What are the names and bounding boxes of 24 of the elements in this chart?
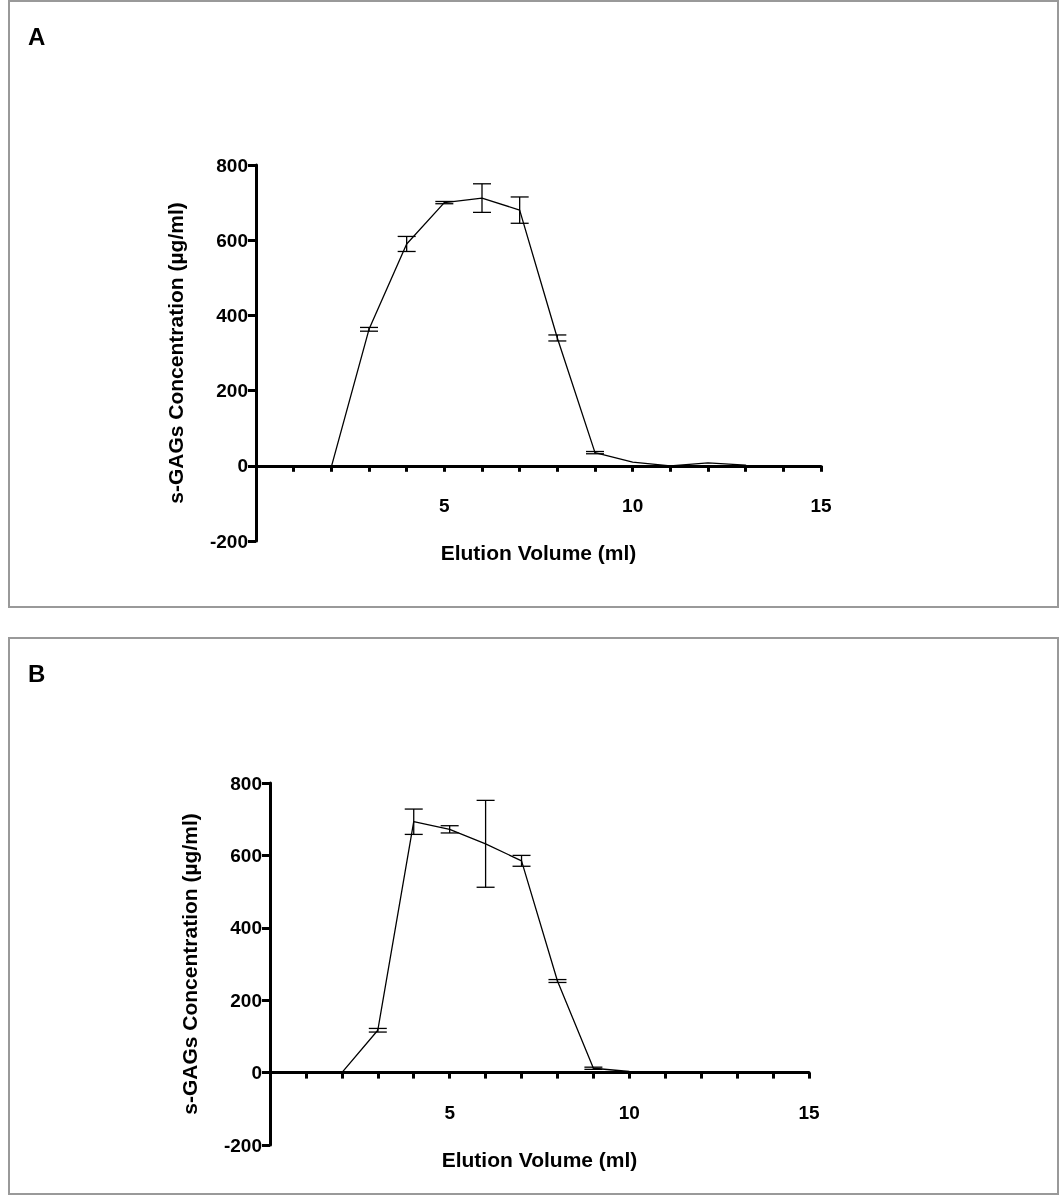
y-tick-label: 400: [230, 917, 262, 939]
y-tick-label: 200: [216, 380, 248, 402]
y-tick-label: -200: [209, 530, 248, 552]
x-tick-label: 15: [798, 1101, 820, 1123]
text: A: [28, 22, 46, 50]
x-tick-label: 10: [618, 1101, 640, 1123]
y-tick-label: 600: [216, 229, 248, 251]
y-tick-label: 600: [230, 844, 262, 866]
y-axis-title: s-GAGs Concentration (µg/ml): [164, 202, 187, 504]
x-tick-label: 5: [439, 494, 451, 516]
y-tick-label: 800: [216, 154, 248, 176]
x-tick-label: 15: [810, 494, 832, 516]
y-tick-label: 0: [237, 455, 248, 477]
x-tick-label: 10: [622, 494, 644, 516]
y-tick-label: 400: [216, 304, 248, 326]
x-axis-title: Elution Volume (ml): [440, 540, 637, 564]
text: B: [28, 659, 46, 687]
y-tick-label: 0: [251, 1062, 262, 1084]
x-axis-title: Elution Volume (ml): [441, 1147, 638, 1171]
y-tick-label: 800: [230, 772, 262, 794]
y-tick-label: -200: [223, 1134, 262, 1156]
x-tick-label: 5: [444, 1101, 456, 1123]
y-tick-label: 200: [230, 989, 262, 1011]
y-axis-title: s-GAGs Concentration (µg/ml): [178, 813, 201, 1115]
